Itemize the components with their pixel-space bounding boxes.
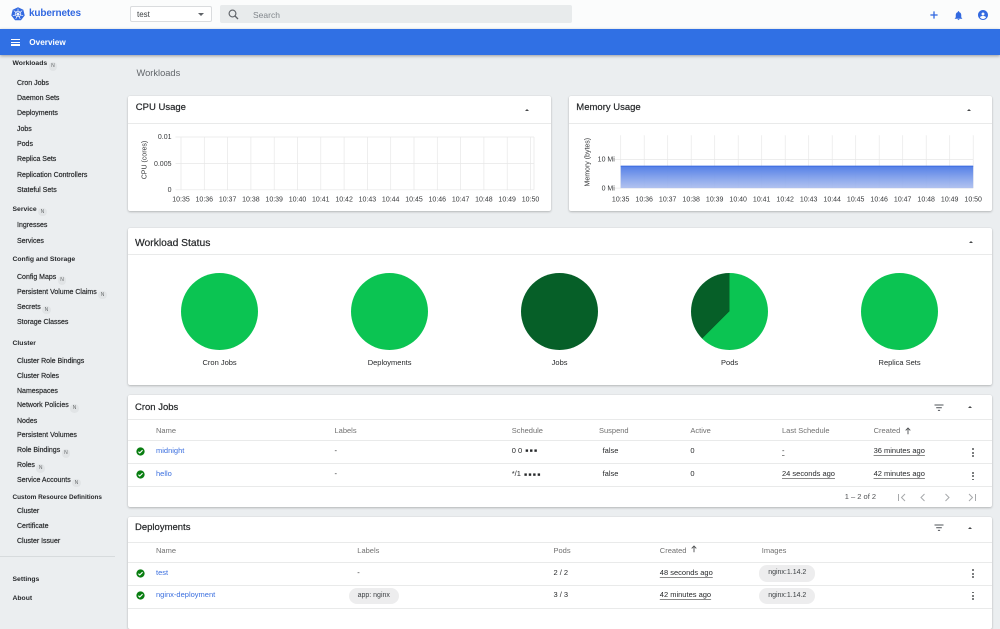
- svg-text:10:48: 10:48: [917, 196, 935, 203]
- svg-text:10:35: 10:35: [172, 196, 190, 203]
- svg-text:10:41: 10:41: [753, 196, 771, 203]
- svg-text:10:36: 10:36: [635, 196, 653, 203]
- svg-text:10:43: 10:43: [359, 196, 377, 203]
- svg-text:Memory (bytes): Memory (bytes): [584, 137, 591, 186]
- svg-text:10:40: 10:40: [729, 196, 747, 203]
- svg-text:10:44: 10:44: [382, 196, 400, 203]
- svg-text:10:42: 10:42: [335, 196, 353, 203]
- svg-text:10:39: 10:39: [706, 196, 724, 203]
- svg-text:10:47: 10:47: [452, 196, 470, 203]
- svg-text:10:35: 10:35: [612, 196, 630, 203]
- svg-text:10:48: 10:48: [475, 196, 493, 203]
- svg-text:10:46: 10:46: [870, 196, 888, 203]
- svg-text:10:45: 10:45: [847, 196, 865, 203]
- svg-text:0.005: 0.005: [154, 160, 172, 167]
- svg-text:10:40: 10:40: [289, 196, 307, 203]
- svg-text:10:37: 10:37: [659, 196, 677, 203]
- svg-text:10:50: 10:50: [964, 196, 982, 203]
- svg-text:10:46: 10:46: [429, 196, 447, 203]
- svg-text:10:38: 10:38: [682, 196, 700, 203]
- svg-text:0.01: 0.01: [158, 133, 172, 140]
- svg-text:10:42: 10:42: [776, 196, 794, 203]
- svg-text:10 Mi: 10 Mi: [598, 156, 616, 163]
- svg-text:10:47: 10:47: [894, 196, 912, 203]
- svg-text:10:45: 10:45: [405, 196, 423, 203]
- svg-text:10:38: 10:38: [242, 196, 260, 203]
- svg-text:10:41: 10:41: [312, 196, 330, 203]
- svg-text:10:44: 10:44: [823, 196, 841, 203]
- svg-text:CPU (cores): CPU (cores): [142, 140, 149, 179]
- svg-text:10:37: 10:37: [219, 196, 237, 203]
- svg-text:0: 0: [168, 186, 172, 193]
- svg-text:10:43: 10:43: [800, 196, 818, 203]
- svg-text:10:39: 10:39: [265, 196, 283, 203]
- svg-text:10:49: 10:49: [941, 196, 959, 203]
- svg-text:10:49: 10:49: [498, 196, 516, 203]
- svg-text:0 Mi: 0 Mi: [602, 185, 616, 192]
- svg-text:10:36: 10:36: [196, 196, 214, 203]
- svg-text:10:50: 10:50: [522, 196, 540, 203]
